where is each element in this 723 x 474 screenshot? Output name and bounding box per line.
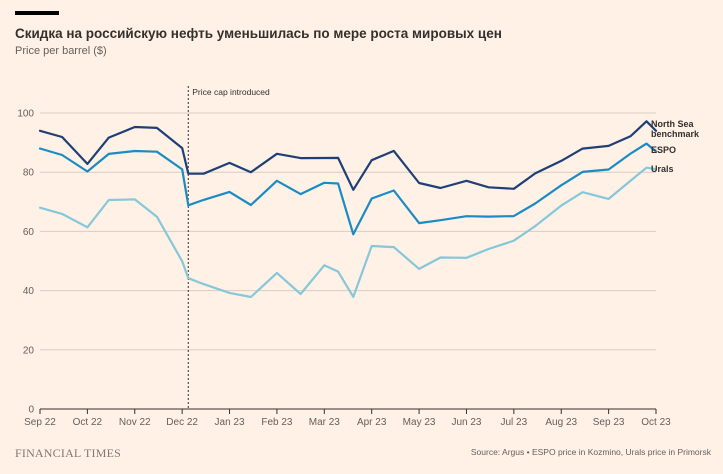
x-tick-label: Feb 23 xyxy=(261,417,293,428)
y-tick-label: 100 xyxy=(17,109,34,120)
x-tick-label: Jan 23 xyxy=(215,417,245,428)
y-axis-tick-labels: 0 20 40 60 80 100 xyxy=(17,109,34,416)
x-tick-label: Oct 22 xyxy=(73,417,103,428)
north-sea-line xyxy=(38,120,658,191)
x-tick-label: Jun 23 xyxy=(451,417,481,428)
x-tick-label: May 23 xyxy=(403,417,436,428)
series-lines xyxy=(38,120,658,299)
series-label-north-sea: North Sea xyxy=(651,119,695,129)
x-tick-label: Mar 23 xyxy=(309,417,341,428)
brand-logo: FINANCIAL TIMES xyxy=(15,446,122,460)
annotations: Price cap introduced xyxy=(187,86,270,409)
x-tick-label: Sep 22 xyxy=(24,417,56,428)
x-tick-label: Oct 23 xyxy=(641,417,671,428)
series-label-espo: ESPO xyxy=(651,145,676,155)
series-label-urals: Urals xyxy=(651,164,674,174)
urals-line xyxy=(38,166,658,299)
source-note: Source: Argus • ESPO price in Kozmino, U… xyxy=(470,447,711,457)
x-tick-label: Jul 23 xyxy=(501,417,528,428)
x-axis: Sep 22 Oct 22 Nov 22 Dec 22 Jan 23 Feb 23 Mar … xyxy=(24,408,671,428)
x-tick-label: Nov 22 xyxy=(119,417,151,428)
annotation-label: Price cap introduced xyxy=(192,87,270,97)
y-tick-label: 60 xyxy=(23,227,35,238)
x-tick-label: Aug 23 xyxy=(545,417,577,428)
espo-line xyxy=(38,142,658,236)
header-accent-bar xyxy=(15,11,59,15)
series-label-north-sea: benchmark xyxy=(651,129,700,139)
x-tick-label: Apr 23 xyxy=(357,417,387,428)
y-tick-label: 80 xyxy=(23,168,35,179)
chart-subtitle: Price per barrel ($) xyxy=(15,45,107,57)
y-tick-label: 20 xyxy=(23,345,35,356)
x-tick-label: Dec 22 xyxy=(166,417,198,428)
chart-title: Скидка на российскую нефть уменьшилась п… xyxy=(15,26,502,41)
y-tick-label: 40 xyxy=(23,286,35,297)
gridlines xyxy=(40,112,656,351)
y-tick-label: 0 xyxy=(28,405,34,416)
x-tick-label: Sep 23 xyxy=(593,417,625,428)
